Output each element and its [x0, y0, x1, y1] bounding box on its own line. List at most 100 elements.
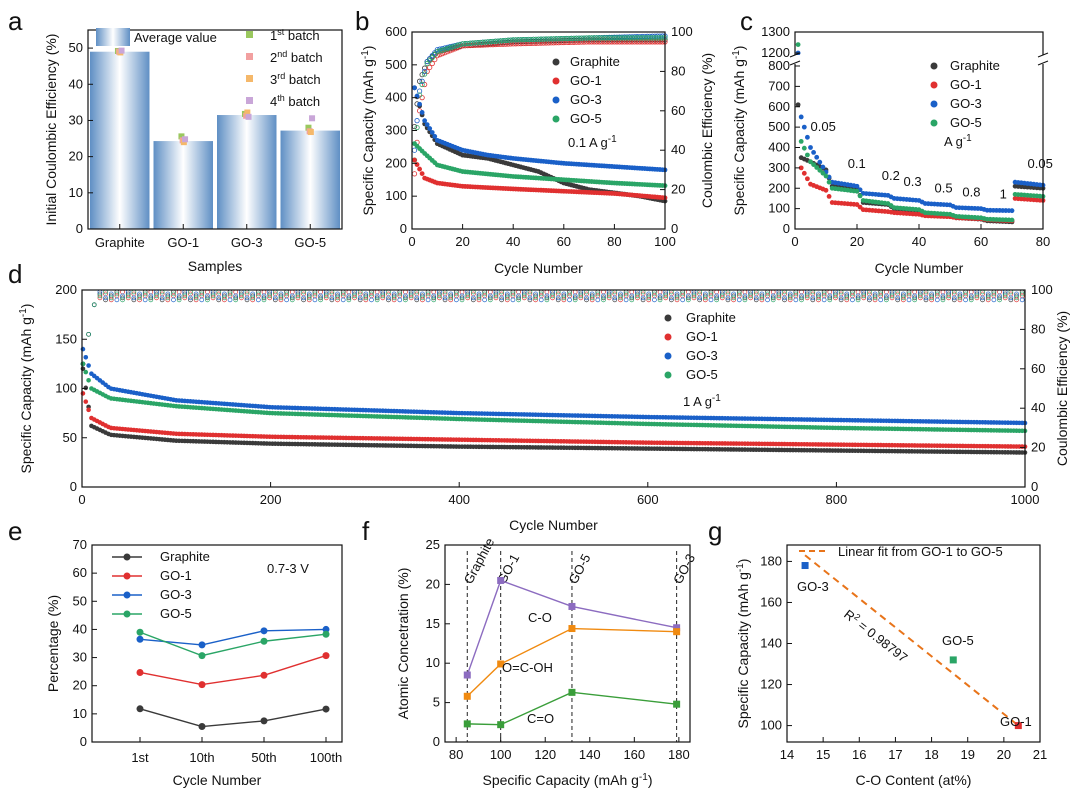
ce-point-GO-5: [974, 293, 980, 299]
ce-point-Graphite: [159, 297, 165, 303]
ce-point-GO-1: [535, 40, 542, 46]
capacity-point-GO-3: [427, 126, 433, 131]
y-tick-label: 30: [73, 650, 87, 665]
ce-point-Graphite: [499, 297, 504, 303]
ce-point-GO-5: [125, 293, 131, 299]
ce-point-GO-3: [647, 33, 653, 39]
ce-point-GO-5: [731, 295, 736, 301]
x-tick-label: 18: [924, 747, 938, 762]
ce-point-Graphite: [884, 295, 889, 301]
capacity-point-GO-1: [83, 399, 89, 404]
legend-marker: [552, 77, 560, 85]
ce-point-GO-5: [872, 295, 878, 301]
ce-point-GO-5: [595, 291, 601, 297]
legend-label: GO-3: [950, 96, 982, 111]
ce-point-GO-1: [561, 39, 567, 46]
ce-point-GO-5: [476, 295, 482, 301]
ce-point-GO-1: [702, 297, 708, 303]
ce-point-GO-5: [255, 291, 261, 297]
series-line-O=C-OH: [466, 627, 677, 697]
y-tick-label: 10: [69, 185, 83, 200]
ce-point-GO-1: [490, 42, 496, 48]
ce-point-GO-5: [182, 293, 188, 299]
bar-GO-1: [153, 141, 213, 229]
ce-point-GO-1: [634, 39, 640, 45]
ce-point-GO-3: [642, 33, 648, 40]
ce-point-Graphite: [205, 295, 210, 301]
ce-point-GO-1: [540, 40, 547, 46]
ce-point-GO-5: [619, 35, 625, 41]
plot-frame: [81, 289, 1026, 488]
ce-point-GO-5: [573, 35, 580, 41]
ce-point-GO-3: [171, 297, 176, 303]
ce-point-GO-5: [391, 295, 397, 301]
ce-point-Graphite: [318, 295, 323, 301]
legend-marker: [664, 314, 672, 322]
ce-point-GO-3: [329, 295, 335, 301]
ce-point-GO-5: [702, 295, 708, 301]
ce-point-GO-5: [148, 297, 154, 303]
batch-marker: [178, 133, 185, 140]
ce-point-GO-1: [352, 295, 357, 301]
ce-point-GO-3: [555, 295, 561, 301]
capacity-point-GO-1: [826, 194, 832, 199]
capacity-point-GO-3: [86, 363, 91, 368]
ce-point-GO-3: [369, 297, 374, 303]
ce-point-GO-1: [165, 297, 171, 303]
ce-point-GO-1: [525, 40, 531, 47]
ce-point-GO-5: [589, 295, 595, 301]
ce-point-GO-1: [550, 295, 555, 301]
ce-point-GO-5: [561, 295, 567, 301]
y-tick-label: 0: [400, 221, 407, 236]
ce-point-GO-5: [397, 291, 403, 297]
ce-point-GO-1: [578, 295, 584, 301]
ce-point-Graphite: [416, 78, 423, 84]
ce-point-GO-1: [646, 297, 652, 303]
ce-point-GO-3: [584, 295, 589, 301]
ce-point-GO-3: [312, 297, 318, 303]
ce-point-GO-5: [1002, 293, 1008, 299]
legend-marker: [123, 553, 131, 561]
x-tick-label: 40: [912, 234, 926, 249]
ce-point-GO-5: [508, 37, 514, 43]
ce-point-GO-5: [548, 36, 554, 42]
axis-break-mark: [789, 52, 801, 58]
y2-axis-label: Coulombic Efficiency (%): [1054, 311, 1070, 466]
y-tick-label: 500: [768, 119, 790, 134]
y-tick-label: 0: [70, 479, 77, 494]
ce-point-GO-1: [974, 295, 980, 301]
legend-label: GO-1: [686, 329, 718, 344]
ce-point-GO-5: [719, 293, 725, 299]
x-tick-label: 0: [791, 234, 798, 249]
ce-point-GO-5: [199, 291, 205, 297]
ce-point-GO-1: [411, 171, 418, 177]
data-point-O=C-OH: [568, 625, 576, 633]
ce-point-GO-5: [510, 37, 516, 43]
ce-point-GO-5: [606, 293, 612, 299]
ce-point-GO-5: [142, 291, 148, 297]
legend-label: GO-3: [160, 587, 192, 602]
ce-point-GO-1: [434, 53, 440, 59]
capacity-point-GO-1: [823, 187, 829, 193]
series-line-GO-3: [139, 628, 327, 646]
legend-batch-swatch: [246, 75, 253, 82]
ce-point-GO-1: [561, 297, 567, 303]
ce-point-GO-5: [424, 60, 430, 67]
x-category-label: GO-3: [231, 235, 263, 250]
x-axis-label: Specific Capacity (mAh g-1): [483, 772, 653, 788]
ce-point-GO-1: [429, 60, 435, 67]
ce-point-GO-5: [535, 36, 542, 42]
capacity-point-GO-3: [1009, 208, 1015, 214]
panel-letter-e: e: [8, 516, 22, 546]
capacity-point-GO-5: [795, 42, 801, 47]
ce-point-GO-5: [556, 36, 562, 42]
ce-point-GO-5: [487, 297, 493, 303]
legend-marker: [552, 58, 560, 66]
ce-point-Graphite: [442, 297, 448, 303]
ce-point-GO-5: [97, 293, 103, 299]
x-category-label: 100th: [310, 750, 343, 765]
ce-point-GO-1: [193, 297, 199, 303]
y-tick-label: 1300: [761, 24, 790, 39]
y2-tick-label: 20: [1031, 440, 1045, 455]
